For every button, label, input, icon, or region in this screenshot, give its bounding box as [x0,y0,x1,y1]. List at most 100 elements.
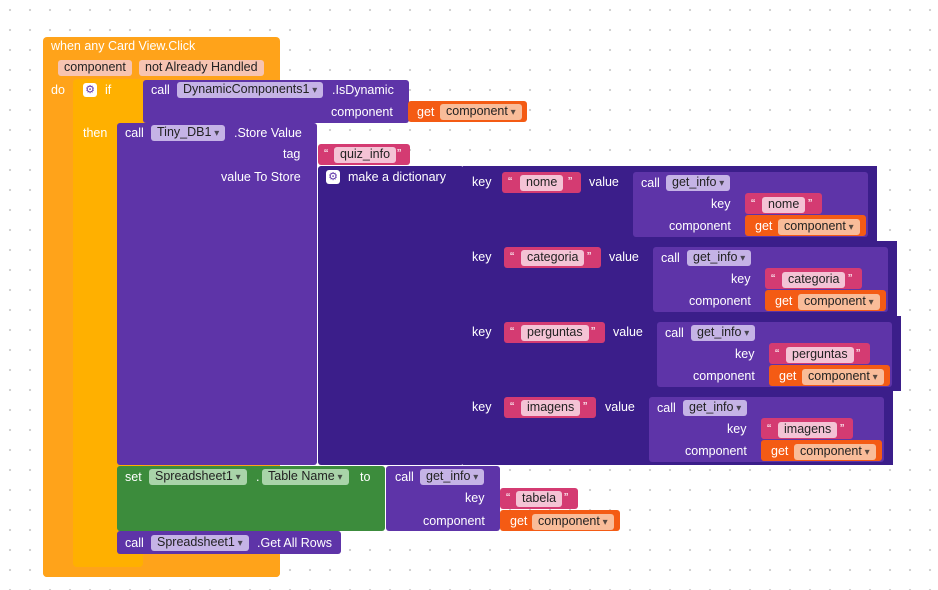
quote-icon: ” [856,347,861,361]
get-all-rows-method: .Get All Rows [257,536,333,550]
pair2-call-label: call [661,251,680,265]
pair3-call-label: call [665,326,684,340]
do-label: do [51,83,65,97]
property-dropdown-table-name[interactable]: Table Name [262,469,349,485]
pair1-key-label: key [472,175,492,189]
set-label: set [125,470,142,484]
tag-text-value[interactable]: quiz_info [334,147,397,163]
pair2-value-label: value [609,250,639,264]
component-dropdown-dynamiccomponents1[interactable]: DynamicComponents1 [177,82,324,98]
quote-icon: ” [840,422,845,436]
store-method: .Store Value [234,126,302,140]
pair4-proc-dropdown[interactable]: get_info [683,400,748,416]
pair2-arg-comp-label: component [689,294,751,308]
pair3-arg-comp-label: component [693,369,755,383]
set-get-label: get [510,514,528,528]
pair1-arg-comp-label: component [669,219,731,233]
pair4-get-label: get [771,444,789,458]
event-param-component[interactable]: component [58,60,132,76]
pair3-proc-dropdown[interactable]: get_info [691,325,756,341]
pair4-arg-key-value[interactable]: imagens [778,422,838,438]
set-key-label: key [465,491,485,505]
tinydb-component-dropdown[interactable]: Tiny_DB1 [151,125,226,141]
set-key-value[interactable]: tabela [516,491,563,507]
pair2-arg-key-label: key [731,272,751,286]
to-label: to [360,470,371,484]
quote-icon: “ [510,325,515,339]
pair4-value-label: value [605,400,635,414]
quote-icon: “ [510,400,515,414]
quote-icon: ” [848,272,853,286]
quote-icon: ” [568,175,573,189]
pair1-get-var[interactable]: component [778,219,860,235]
pair1-key-value[interactable]: nome [520,175,564,191]
quote-icon: “ [751,197,756,211]
pair1-get-label: get [755,219,773,233]
pair4-call-label: call [657,401,676,415]
method-is-dynamic: .IsDynamic [332,83,394,97]
then-label: then [83,126,108,140]
quote-icon: “ [771,272,776,286]
pair3-get-label: get [779,369,797,383]
pair1-arg-key-value[interactable]: nome [762,197,806,213]
open-quote-icon: “ [324,147,329,161]
arg-component-label: component [331,105,393,119]
pair2-key-value[interactable]: categoria [521,250,585,266]
quote-icon: “ [506,491,511,505]
store-value-call-block[interactable] [117,123,317,465]
make-dictionary-label: make a dictionary [348,170,446,184]
pair2-arg-key-value[interactable]: categoria [782,272,846,288]
pair2-get-label: get [775,294,793,308]
event-block-bottom-edge [43,565,280,577]
spreadsheet-component-dropdown[interactable]: Spreadsheet1 [149,469,247,485]
pair3-key-value[interactable]: perguntas [521,325,589,341]
if-block-bottom [73,555,143,567]
dictionary-mutator-gear-icon[interactable]: ⚙ [326,170,340,184]
event-title: when any Card View.Click [51,39,196,53]
pair2-proc-dropdown[interactable]: get_info [687,250,752,266]
get-label: get [417,105,435,119]
quote-icon: “ [767,422,772,436]
pair1-call-label: call [641,176,660,190]
pair3-arg-key-value[interactable]: perguntas [786,347,854,363]
pair3-key-label: key [472,325,492,339]
set-get-var[interactable]: component [532,514,614,530]
pair1-arg-key-label: key [711,197,731,211]
quote-icon: ” [583,400,588,414]
get-var-dropdown[interactable]: component [440,104,522,120]
tag-label: tag [283,147,301,161]
set-dot: . [256,470,260,484]
get-all-rows-call-label: call [125,536,144,550]
pair4-key-label: key [472,400,492,414]
pair2-get-var[interactable]: component [798,294,880,310]
set-call-label: call [395,470,414,484]
pair1-value-label: value [589,175,619,189]
mutator-gear-icon[interactable]: ⚙ [83,83,97,97]
set-proc-dropdown[interactable]: get_info [420,469,485,485]
quote-icon: ” [808,197,813,211]
pair2-key-label: key [472,250,492,264]
quote-icon: “ [775,347,780,361]
pair4-arg-comp-label: component [685,444,747,458]
pair4-arg-key-label: key [727,422,747,436]
if-label: if [105,83,112,97]
quote-icon: ” [591,325,596,339]
get-all-rows-component-dropdown[interactable]: Spreadsheet1 [151,535,249,551]
pair3-arg-key-label: key [735,347,755,361]
pair4-key-value[interactable]: imagens [521,400,581,416]
quote-icon: ” [564,491,569,505]
pair4-get-var[interactable]: component [794,444,876,460]
quote-icon: “ [508,175,513,189]
quote-icon: ” [587,250,592,264]
call-label: call [151,83,170,97]
value-to-store-label: value To Store [221,170,301,184]
set-comp-label: component [423,514,485,528]
store-call-label: call [125,126,144,140]
quote-icon: “ [510,250,515,264]
make-dictionary-block[interactable] [318,166,464,465]
event-param-not-already-handled[interactable]: not Already Handled [139,60,264,76]
close-quote-icon: ” [397,147,402,161]
pair1-proc-dropdown[interactable]: get_info [666,175,731,191]
pair3-value-label: value [613,325,643,339]
pair3-get-var[interactable]: component [802,369,884,385]
